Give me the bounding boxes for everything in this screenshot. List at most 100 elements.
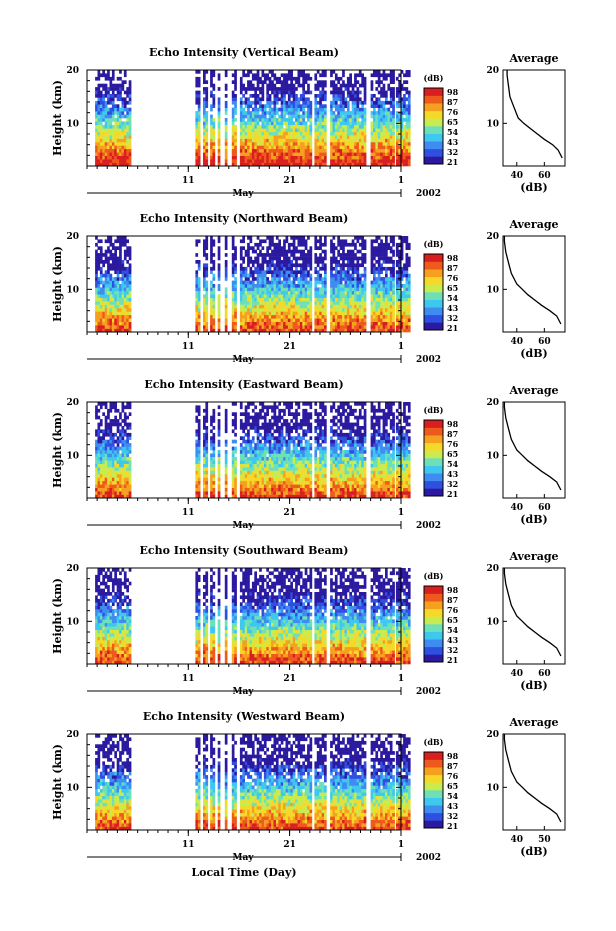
heatmap-cell (375, 328, 379, 333)
heatmap-cell (405, 114, 409, 119)
heatmap-cell (283, 135, 286, 139)
heatmap-cell (283, 162, 286, 167)
heatmap-cell (247, 155, 250, 160)
heatmap-cell (95, 321, 98, 326)
heatmap-cell (407, 297, 411, 302)
heatmap-cell (107, 429, 110, 434)
heatmap-cell (395, 155, 399, 160)
heatmap-cell (316, 308, 320, 312)
heatmap-cell (197, 311, 201, 316)
heatmap-cell (361, 131, 364, 136)
heatmap-cell (231, 314, 235, 319)
heatmap-cell (375, 314, 379, 319)
heatmap-cell (346, 297, 350, 302)
heatmap-cell (287, 97, 291, 102)
heatmap-cell (385, 138, 388, 143)
heatmap-cell (203, 304, 206, 309)
heatmap-cell (104, 138, 108, 143)
heatmap-cell (395, 246, 399, 250)
heatmap-cell (354, 145, 357, 150)
heatmap-cell (99, 470, 103, 475)
heatmap-cell (299, 73, 303, 78)
heatmap-cell (382, 107, 386, 112)
heatmap-cell (321, 111, 325, 115)
heatmap-cell (339, 284, 343, 288)
heatmap-cell (231, 155, 235, 160)
heatmap-cell (392, 124, 395, 129)
heatmap-cell (283, 263, 286, 268)
heatmap-cell (342, 159, 345, 163)
heatmap-cell (247, 253, 250, 257)
heatmap-cell (128, 135, 132, 139)
heatmap-cell (210, 128, 213, 132)
heatmap-cell (247, 246, 250, 250)
heatmap-cell (197, 470, 201, 475)
heatmap-cell (244, 152, 248, 156)
heatmap-cell (363, 118, 367, 122)
heatmap-cell (99, 83, 103, 88)
heatmap-cell (292, 314, 296, 319)
heatmap-cell (107, 76, 110, 81)
heatmap-cell (107, 260, 110, 264)
heatmap-cell (114, 419, 117, 423)
heatmap-cell (95, 100, 98, 105)
heatmap-cell (299, 328, 303, 333)
heatmap-cell (239, 142, 243, 146)
heatmap-cell (290, 249, 293, 254)
heatmap-cell (254, 270, 257, 274)
heatmap-cell (356, 301, 360, 305)
heatmap-cell (403, 308, 406, 312)
heatmap-cell (254, 73, 257, 78)
heatmap-cell (97, 487, 101, 492)
heatmap-cell (128, 162, 132, 167)
heatmap-cell (292, 297, 296, 302)
heatmap-cell (287, 148, 291, 153)
heatmap-cell (346, 145, 350, 150)
heatmap-cell (102, 97, 105, 102)
heatmap-cell (302, 90, 305, 95)
heatmap-cell (295, 314, 298, 319)
heatmap-cell (239, 290, 243, 295)
heatmap-cell (97, 256, 101, 261)
heatmap-cell (99, 290, 103, 295)
heatmap-cell (385, 239, 388, 244)
heatmap-cell (212, 328, 216, 333)
heatmap-cell (97, 159, 101, 163)
heatmap-cell (400, 242, 404, 247)
heatmap-cell (307, 128, 310, 132)
heatmap-cell (349, 128, 352, 132)
heatmap-cell (97, 321, 101, 326)
heatmap-cell (266, 263, 269, 268)
heatmap-cell (231, 304, 235, 309)
heatmap-cell (332, 152, 336, 156)
heatmap-cell (373, 121, 376, 126)
heatmap-cell (114, 94, 117, 98)
colorbar-label: 43 (447, 303, 459, 313)
heatmap-cell (119, 256, 122, 261)
heatmap-cell (356, 148, 360, 153)
heatmap-cell (259, 273, 262, 278)
heatmap-cell (195, 124, 199, 129)
heatmap-cell (249, 270, 253, 274)
heatmap-cell (95, 290, 98, 295)
heatmap-cell (403, 128, 406, 132)
heatmap-cell (128, 90, 132, 95)
heatmap-cell (407, 142, 411, 146)
heatmap-cell (97, 290, 101, 295)
heatmap-cell (231, 290, 235, 295)
heatmap-cell (128, 467, 132, 471)
heatmap-cell (292, 97, 296, 102)
heatmap-cell (285, 131, 289, 136)
heatmap-cell (382, 152, 386, 156)
heatmap-cell (254, 128, 257, 132)
heatmap-cell (330, 266, 333, 271)
heatmap-cell (283, 270, 286, 274)
heatmap-cell (102, 290, 105, 295)
heatmap-cell (99, 436, 103, 440)
heatmap-cell (263, 114, 267, 119)
heatmap-cell (128, 121, 132, 126)
heatmap-cell (373, 287, 376, 292)
heatmap-cell (128, 128, 132, 132)
heatmap-cell (358, 236, 362, 240)
heatmap-cell (114, 239, 117, 244)
